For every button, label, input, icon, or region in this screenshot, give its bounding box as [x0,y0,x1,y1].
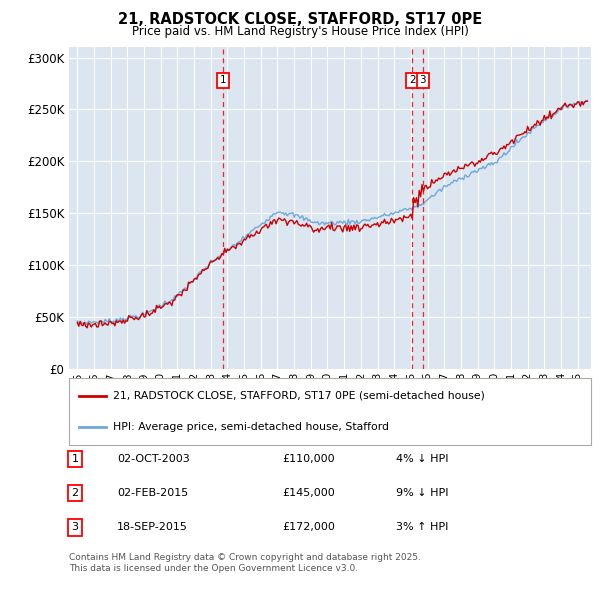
Text: 18-SEP-2015: 18-SEP-2015 [117,523,188,532]
Text: HPI: Average price, semi-detached house, Stafford: HPI: Average price, semi-detached house,… [113,422,389,432]
Text: Contains HM Land Registry data © Crown copyright and database right 2025.: Contains HM Land Registry data © Crown c… [69,553,421,562]
Text: 2: 2 [409,76,416,86]
Text: 21, RADSTOCK CLOSE, STAFFORD, ST17 0PE: 21, RADSTOCK CLOSE, STAFFORD, ST17 0PE [118,12,482,27]
Text: £172,000: £172,000 [282,523,335,532]
Text: 1: 1 [71,454,79,464]
Text: 21, RADSTOCK CLOSE, STAFFORD, ST17 0PE (semi-detached house): 21, RADSTOCK CLOSE, STAFFORD, ST17 0PE (… [113,391,485,401]
Text: 3: 3 [419,76,426,86]
Text: 2: 2 [71,489,79,498]
Text: This data is licensed under the Open Government Licence v3.0.: This data is licensed under the Open Gov… [69,564,358,573]
Text: 9% ↓ HPI: 9% ↓ HPI [396,489,449,498]
Text: 02-OCT-2003: 02-OCT-2003 [117,454,190,464]
Text: 3% ↑ HPI: 3% ↑ HPI [396,523,448,532]
Text: £145,000: £145,000 [282,489,335,498]
Text: 4% ↓ HPI: 4% ↓ HPI [396,454,449,464]
Text: 02-FEB-2015: 02-FEB-2015 [117,489,188,498]
Text: Price paid vs. HM Land Registry's House Price Index (HPI): Price paid vs. HM Land Registry's House … [131,25,469,38]
Text: 1: 1 [220,76,227,86]
Text: £110,000: £110,000 [282,454,335,464]
Text: 3: 3 [71,523,79,532]
